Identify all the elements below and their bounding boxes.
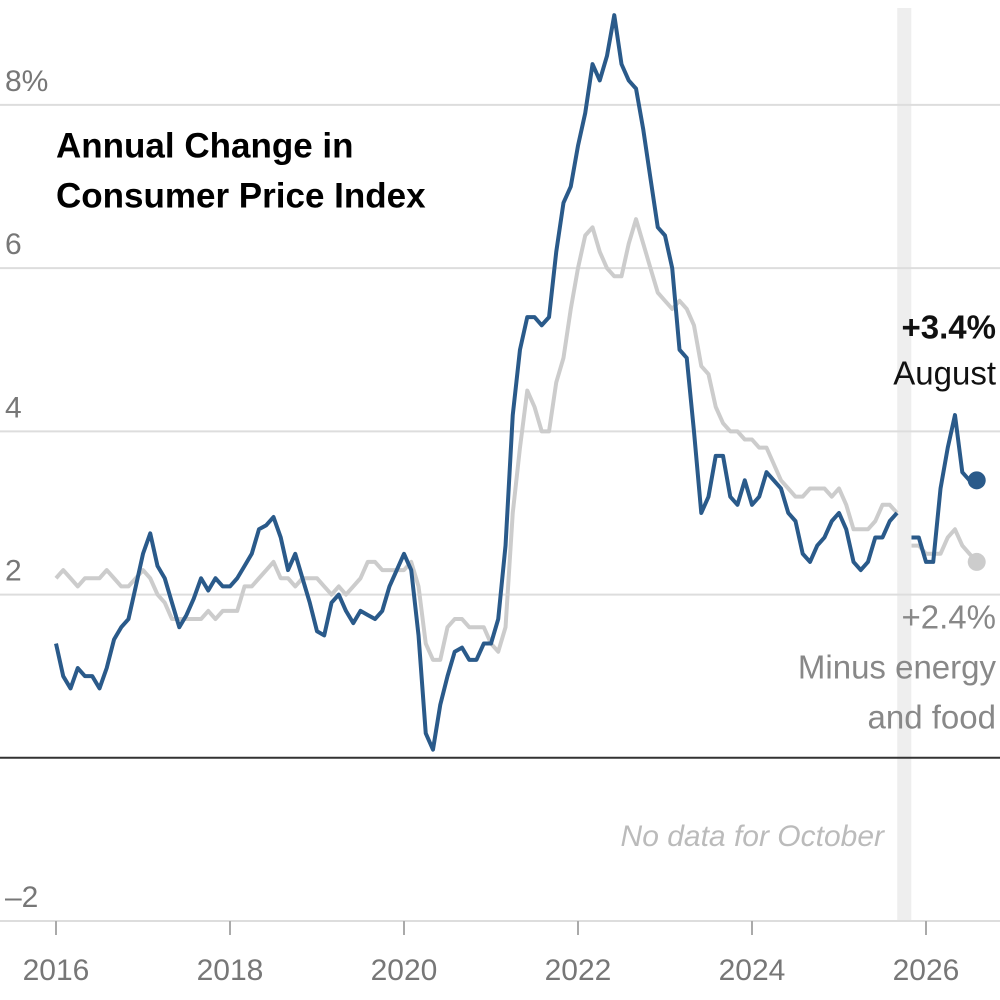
y-tick-label: 2 xyxy=(5,554,22,587)
chart-title: Consumer Price Index xyxy=(56,176,426,215)
x-tick-label: 2024 xyxy=(719,954,786,987)
series-line xyxy=(54,13,977,752)
chart-title: Annual Change in xyxy=(56,126,354,165)
y-tick-label: 4 xyxy=(5,391,22,424)
no-data-band xyxy=(897,8,912,921)
end-dot xyxy=(967,552,986,571)
annotation: +2.4% xyxy=(902,599,997,636)
annotation: August xyxy=(893,355,996,392)
annotation: Minus energy xyxy=(798,649,997,686)
y-tick-label: 8% xyxy=(5,65,48,98)
x-tick-label: 2020 xyxy=(371,954,438,987)
y-tick-label: –2 xyxy=(5,881,38,914)
x-tick-label: 2022 xyxy=(545,954,612,987)
end-dot xyxy=(967,471,986,490)
annotation: +3.4% xyxy=(902,309,997,346)
y-tick-label: 6 xyxy=(5,228,22,261)
x-tick-label: 2016 xyxy=(23,954,90,987)
x-tick-label: 2026 xyxy=(893,954,960,987)
x-tick-label: 2018 xyxy=(197,954,264,987)
annotation: No data for October xyxy=(621,820,885,853)
annotation: and food xyxy=(868,699,996,736)
